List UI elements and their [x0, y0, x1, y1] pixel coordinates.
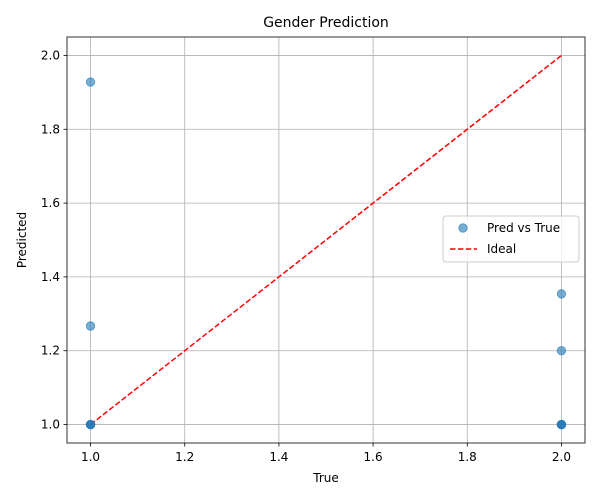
x-tick-label: 1.4: [269, 450, 288, 464]
x-tick-label: 1.8: [458, 450, 477, 464]
y-axis-label: Predicted: [15, 212, 29, 268]
legend-scatter-marker: [458, 223, 468, 233]
legend-label-ideal: Ideal: [487, 242, 516, 256]
scatter-point: [85, 419, 96, 430]
x-tick-label: 2.0: [552, 450, 571, 464]
x-tick-label: 1.0: [81, 450, 100, 464]
y-axis-ticks: 1.0 1.2 1.4 1.6 1.8 2.0: [41, 48, 67, 432]
grid-lines: [67, 37, 585, 443]
ideal-line: [90, 54, 562, 426]
scatter-points-layer: [85, 77, 567, 430]
y-tick-label: 1.6: [41, 196, 60, 210]
legend-label-pred-vs-true: Pred vs True: [487, 221, 560, 235]
chart-title: Gender Prediction: [263, 15, 389, 31]
plot-frame: [66, 36, 586, 444]
scatter-point: [556, 289, 567, 299]
x-axis-label: True: [312, 471, 339, 485]
y-tick-label: 2.0: [41, 48, 60, 62]
x-tick-label: 1.2: [175, 450, 194, 464]
y-tick-label: 1.4: [41, 270, 60, 284]
scatter-point: [556, 419, 567, 430]
legend-box: [442, 215, 580, 263]
x-axis-ticks: 1.0 1.2 1.4 1.6 1.8 2.0: [81, 443, 571, 464]
scatter-point: [556, 346, 567, 356]
legend: Pred vs True Ideal: [442, 215, 580, 263]
y-tick-label: 1.0: [41, 418, 60, 432]
scatter-point: [85, 77, 96, 87]
y-tick-label: 1.2: [41, 344, 60, 358]
y-tick-label: 1.8: [41, 122, 60, 136]
ideal-line-layer: [90, 54, 562, 426]
scatter-point: [85, 321, 96, 331]
x-tick-label: 1.6: [364, 450, 383, 464]
